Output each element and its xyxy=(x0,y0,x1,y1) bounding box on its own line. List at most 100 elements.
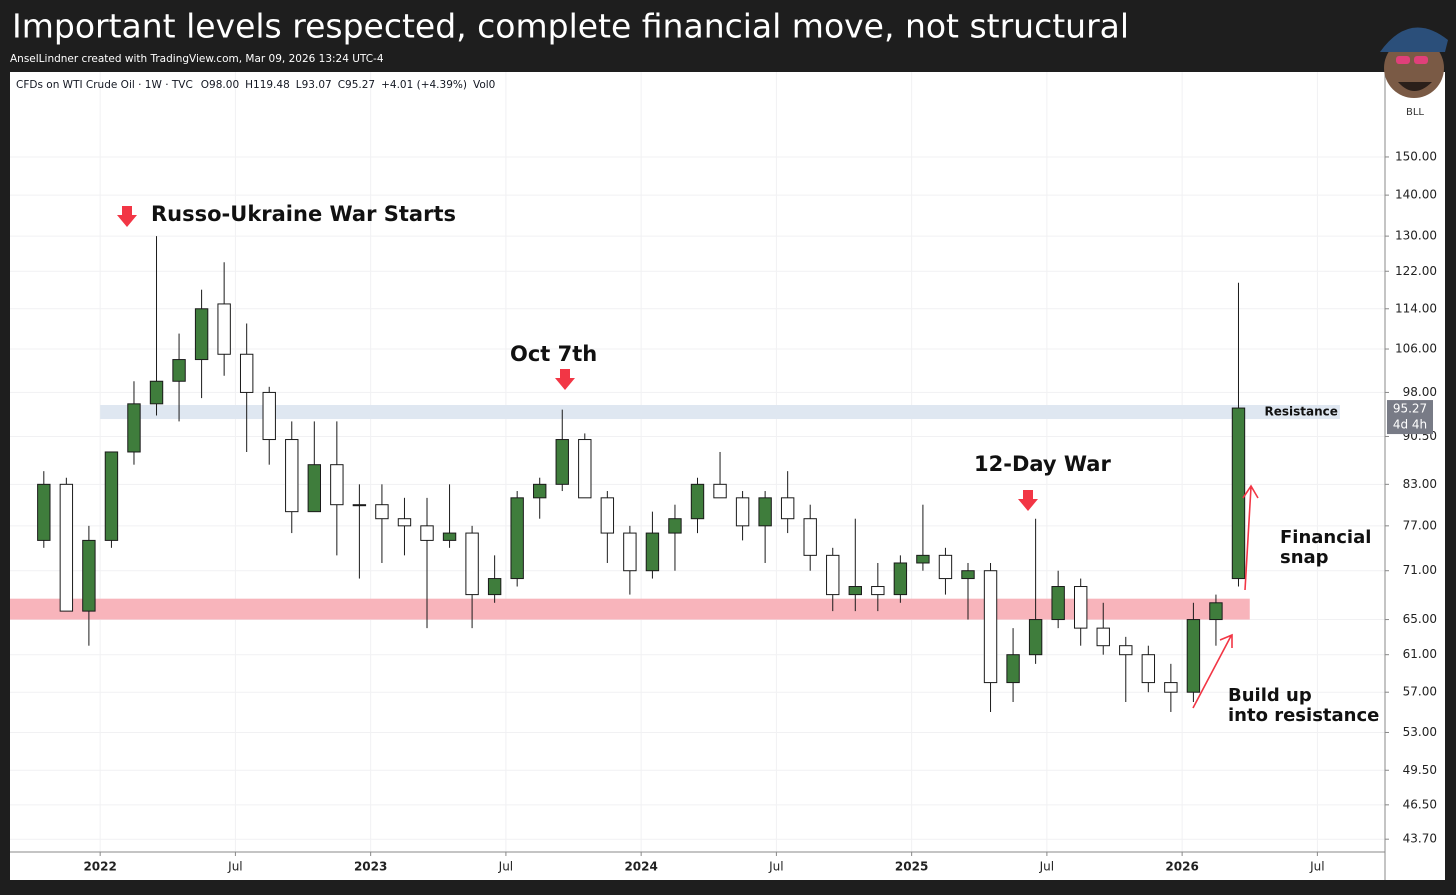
candle-body xyxy=(37,483,51,541)
x-tick-label: 2023 xyxy=(354,860,387,874)
candle-body xyxy=(916,554,930,564)
y-tick-label: 49.50 xyxy=(1403,763,1437,777)
candle-body xyxy=(713,483,727,499)
candle-body xyxy=(262,391,276,441)
candle-body xyxy=(983,570,998,684)
legend-text: CFDs on WTI Crude Oil · 1W · TVC xyxy=(16,79,193,91)
candle-body xyxy=(239,353,254,393)
y-tick-label: 114.00 xyxy=(1395,301,1437,315)
candle-body xyxy=(826,554,840,596)
candle-body xyxy=(1231,407,1246,580)
x-tick-label: 2024 xyxy=(624,860,657,874)
candle-body xyxy=(194,308,209,361)
annotation: 12-Day War xyxy=(974,452,1111,476)
candle-body xyxy=(848,586,862,596)
arrow-down xyxy=(117,206,137,227)
y-tick-label: 57.00 xyxy=(1403,685,1437,699)
candle-body xyxy=(1028,619,1043,656)
zone-label: Resistance xyxy=(1265,405,1338,419)
x-tick-label: 2022 xyxy=(83,860,116,874)
y-tick-label: 46.50 xyxy=(1403,797,1437,811)
candle-body xyxy=(330,464,344,506)
candle-body xyxy=(172,359,186,382)
y-tick-label: 77.00 xyxy=(1403,518,1437,532)
legend-text: +4.01 (+4.39%) xyxy=(381,79,467,91)
y-tick-label: 83.00 xyxy=(1403,477,1437,491)
candle-body xyxy=(555,439,569,485)
candle-body xyxy=(1186,619,1201,693)
arrow-down xyxy=(555,369,575,390)
candle-body xyxy=(1073,586,1088,629)
candle-body xyxy=(127,403,141,453)
avatar-label: BLL xyxy=(1406,107,1424,118)
legend-text: H119.48 xyxy=(245,79,290,91)
plot xyxy=(10,72,1385,852)
candle-body xyxy=(578,439,592,499)
candle-body xyxy=(1209,602,1223,621)
candle-body xyxy=(690,483,705,520)
title: Important levels respected, complete fin… xyxy=(12,7,1129,46)
candle-body xyxy=(1006,654,1020,684)
candle-body xyxy=(1164,682,1178,693)
candle-body xyxy=(420,525,434,541)
candle-body xyxy=(375,504,389,520)
annotation: Oct 7th xyxy=(510,342,597,366)
y-tick-label: 53.00 xyxy=(1403,725,1437,739)
candle-body xyxy=(600,497,615,534)
candle-body xyxy=(59,483,74,612)
candle-body xyxy=(1141,654,1156,684)
arrow-down xyxy=(1018,490,1038,511)
candle-body xyxy=(82,539,96,612)
annotation: Financial xyxy=(1280,527,1371,548)
annotation: Russo-Ukraine War Starts xyxy=(151,202,456,226)
chart-area xyxy=(10,72,1445,880)
y-tick-label: 43.70 xyxy=(1403,832,1437,846)
avatar: BLL xyxy=(1380,27,1448,118)
candle-body xyxy=(487,578,502,596)
arrow-line xyxy=(1242,484,1259,591)
candle-body xyxy=(961,570,975,580)
candle-body xyxy=(871,586,885,596)
candle-body xyxy=(780,497,795,520)
y-tick-label: 61.00 xyxy=(1403,647,1437,661)
candle-body xyxy=(442,532,457,541)
candle-body xyxy=(217,303,231,355)
annotation: Build up xyxy=(1228,685,1312,706)
x-tick-label: Jul xyxy=(498,860,513,874)
y-tick-label: 122.00 xyxy=(1395,264,1437,278)
legend-text: Vol0 xyxy=(473,79,495,91)
annotation: snap xyxy=(1280,547,1329,568)
candle-body xyxy=(735,497,750,527)
candle-body xyxy=(307,464,322,513)
candle-body xyxy=(397,518,412,527)
price-box-countdown: 4d 4h xyxy=(1393,418,1427,432)
x-tick-label: Jul xyxy=(1309,860,1324,874)
candle-body xyxy=(668,518,682,534)
candle-body xyxy=(149,380,164,405)
y-tick-label: 150.00 xyxy=(1395,149,1437,163)
price-box xyxy=(1387,400,1433,435)
candle-body xyxy=(352,504,367,507)
y-tick-label: 65.00 xyxy=(1403,612,1437,626)
legend-text: C95.27 xyxy=(338,79,375,91)
candle-body xyxy=(1051,586,1065,621)
candle-body xyxy=(893,562,908,596)
annotation: into resistance xyxy=(1228,705,1379,726)
price-zone xyxy=(10,598,1250,620)
candle-body xyxy=(104,451,119,541)
annotation-lines xyxy=(1192,484,1259,709)
legend-text: L93.07 xyxy=(296,79,332,91)
x-tick-label: Jul xyxy=(227,860,242,874)
candle-body xyxy=(285,439,299,513)
y-tick-label: 140.00 xyxy=(1395,188,1437,202)
candle-body xyxy=(1119,645,1133,656)
y-tick-label: 106.00 xyxy=(1395,342,1437,356)
subtitle: AnselLindner created with TradingView.co… xyxy=(10,53,384,65)
arrow-line xyxy=(1192,633,1233,709)
y-tick-label: 130.00 xyxy=(1395,229,1437,243)
candle-body xyxy=(465,532,479,596)
x-tick-label: Jul xyxy=(1039,860,1054,874)
y-tick-label: 98.00 xyxy=(1403,385,1437,399)
candle-body xyxy=(758,497,772,527)
